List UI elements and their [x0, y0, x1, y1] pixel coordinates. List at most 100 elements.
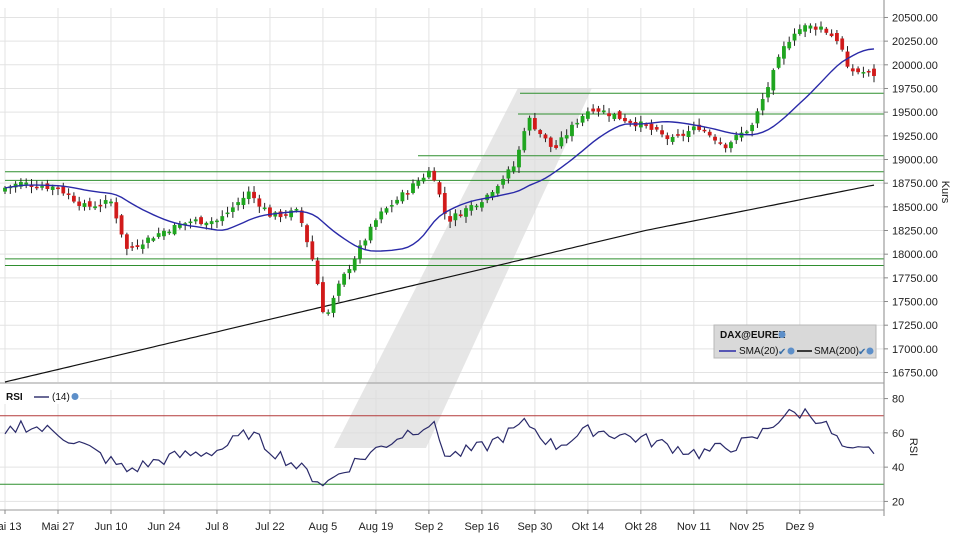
rsi-axis-label: RSI [907, 438, 919, 456]
candle-up [686, 125, 691, 143]
candle-up [347, 264, 352, 280]
candle-up [379, 207, 384, 224]
x-tick-label: Jun 24 [147, 521, 180, 533]
legend-sma200-check-icon[interactable]: ✔ [858, 347, 866, 358]
candle-up [82, 199, 87, 211]
y-tick-label: 18250.00 [892, 226, 938, 238]
candle-down [660, 124, 664, 138]
rsi-tick-label: 20 [892, 496, 904, 508]
candle-down [77, 196, 82, 211]
candle-up [760, 93, 765, 116]
x-tick-label: Nov 25 [729, 521, 764, 533]
legend-sma200-settings-icon[interactable] [866, 347, 874, 355]
candle-down [856, 66, 860, 75]
candle-up [109, 198, 113, 207]
candle-up [103, 195, 108, 209]
legend-sma20-label: SMA(20) [739, 346, 778, 357]
rsi-tick-label: 60 [892, 428, 904, 440]
y-tick-label: 19500.00 [892, 107, 938, 119]
candle-up [146, 235, 150, 249]
candle-down [718, 137, 723, 146]
candle-down [654, 124, 659, 132]
candle-down [130, 241, 135, 252]
candle-up [241, 191, 246, 210]
candle-down [135, 239, 140, 250]
x-tick-label: Jul 22 [255, 521, 284, 533]
y-tick-label: 19250.00 [892, 131, 938, 143]
x-tick-label: Aug 19 [358, 521, 393, 533]
candle-up [167, 229, 172, 235]
main-legend: DAX@EUREX SMA(20) ✔ SMA(200) ✔ [713, 324, 877, 359]
candle-down [723, 142, 728, 153]
legend-sma20-settings-icon[interactable] [787, 347, 795, 355]
candle-down [66, 188, 71, 200]
candle-down [71, 192, 76, 204]
candle-up [501, 175, 505, 189]
legend-settings-icon[interactable] [778, 331, 786, 338]
candle-down [665, 132, 670, 146]
rsi-tick-label: 40 [892, 462, 904, 474]
candle-down [707, 129, 712, 138]
candle-down [299, 207, 304, 227]
candle-up [559, 131, 564, 149]
candle-up [517, 146, 521, 174]
candle-down [98, 199, 103, 213]
y-tick-label: 17500.00 [892, 297, 938, 309]
y-tick-label: 16750.00 [892, 368, 938, 380]
candle-down [676, 129, 680, 138]
candle-down [628, 119, 633, 127]
y-tick-label: 18000.00 [892, 249, 938, 261]
candle-up [363, 238, 368, 251]
candle-up [670, 134, 675, 145]
candle-down [835, 29, 839, 45]
candle-up [803, 23, 808, 38]
x-tick-label: Mai 27 [41, 521, 74, 533]
candle-up [787, 36, 792, 51]
candle-up [400, 189, 405, 204]
legend-sma200-label: SMA(200) [814, 346, 859, 357]
candle-up [495, 184, 500, 197]
candle-up [209, 217, 214, 230]
legend-sma20-check-icon[interactable]: ✔ [778, 347, 786, 358]
candle-down [702, 126, 707, 133]
candle-up [336, 280, 341, 302]
candle-down [87, 197, 92, 211]
candle-up [246, 186, 251, 205]
candle-up [464, 205, 468, 223]
y-tick-label: 18750.00 [892, 178, 938, 190]
x-tick-label: Nov 11 [677, 521, 711, 533]
candle-down [310, 235, 315, 262]
candle-down [442, 186, 447, 220]
candle-up [193, 216, 198, 225]
x-tick-label: Sep 2 [415, 521, 444, 533]
rsi-legend: RSI (14) [0, 390, 80, 404]
candle-up [188, 218, 193, 229]
candle-up [215, 218, 219, 228]
y-tick-label: 17250.00 [892, 320, 938, 332]
candle-up [601, 104, 606, 114]
sma20-line [4, 48, 875, 252]
candle-up [453, 209, 458, 227]
x-tick-label: Dez 9 [785, 521, 814, 533]
candle-up [40, 181, 44, 191]
candle-down [713, 134, 717, 145]
rsi-settings-icon[interactable] [71, 393, 79, 400]
candle-up [156, 227, 161, 239]
sma20-path [4, 48, 875, 252]
candle-down [305, 223, 309, 248]
candle-up [331, 295, 336, 318]
candle-down [548, 136, 553, 153]
rsi-tick-label: 80 [892, 394, 904, 406]
watermark [334, 88, 592, 448]
y-tick-label: 19750.00 [892, 83, 938, 95]
candle-down [596, 105, 601, 117]
candle-up [474, 203, 479, 210]
candle-down [432, 167, 437, 182]
candle-down [268, 204, 272, 218]
candle-up [172, 222, 177, 236]
candle-down [278, 209, 283, 223]
candle-down [829, 29, 834, 38]
rsi-legend-title: RSI [6, 392, 23, 403]
